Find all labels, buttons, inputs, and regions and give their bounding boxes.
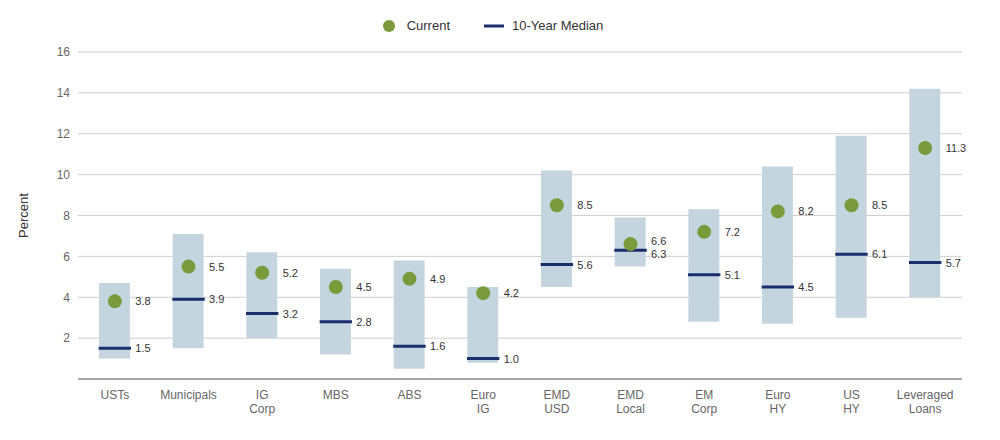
svg-text:10: 10 <box>57 168 71 182</box>
svg-text:IGCorp: IGCorp <box>249 388 275 416</box>
html-text:Current: Current <box>406 18 450 33</box>
svg-text:USTs: USTs <box>100 388 129 402</box>
svg-text:LeveragedLoans: LeveragedLoans <box>897 388 954 416</box>
svg-text:4: 4 <box>63 291 70 305</box>
svg-text:4.5: 4.5 <box>356 281 371 293</box>
svg-text:4.5: 4.5 <box>798 281 813 293</box>
svg-text:5.7: 5.7 <box>946 257 961 269</box>
svg-text:1.0: 1.0 <box>504 353 519 365</box>
svg-text:2.8: 2.8 <box>356 316 371 328</box>
svg-text:4.9: 4.9 <box>430 273 445 285</box>
svg-text:16: 16 <box>57 45 71 59</box>
svg-text:3.2: 3.2 <box>283 308 298 320</box>
svg-text:5.2: 5.2 <box>283 267 298 279</box>
svg-text:4.2: 4.2 <box>504 287 519 299</box>
svg-text:Percent: Percent <box>16 193 31 238</box>
svg-text:5.6: 5.6 <box>577 259 592 271</box>
svg-text:6: 6 <box>63 250 70 264</box>
svg-text:5.5: 5.5 <box>209 261 224 273</box>
svg-text:EMDUSD: EMDUSD <box>543 388 570 416</box>
svg-text:6.3: 6.3 <box>651 248 666 260</box>
svg-text:3.9: 3.9 <box>209 293 224 305</box>
html-text:10-Year Median: 10-Year Median <box>512 18 604 33</box>
svg-text:8: 8 <box>63 209 70 223</box>
svg-text:1.6: 1.6 <box>430 340 445 352</box>
svg-text:12: 12 <box>57 127 71 141</box>
svg-text:USHY: USHY <box>843 388 860 416</box>
svg-text:EuroIG: EuroIG <box>470 388 496 416</box>
svg-text:6.6: 6.6 <box>651 235 666 247</box>
svg-text:1.5: 1.5 <box>135 342 150 354</box>
svg-text:MBS: MBS <box>323 388 349 402</box>
svg-text:8.2: 8.2 <box>798 205 813 217</box>
svg-text:11.3: 11.3 <box>946 142 967 154</box>
svg-text:EMCorp: EMCorp <box>691 388 717 416</box>
svg-text:5.1: 5.1 <box>725 269 740 281</box>
svg-text:8.5: 8.5 <box>872 199 887 211</box>
svg-text:Municipals: Municipals <box>160 388 217 402</box>
svg-text:3.8: 3.8 <box>135 295 150 307</box>
svg-text:6.1: 6.1 <box>872 248 887 260</box>
svg-text:7.2: 7.2 <box>725 226 740 238</box>
svg-text:EuroHY: EuroHY <box>765 388 791 416</box>
svg-text:EMDLocal: EMDLocal <box>616 388 645 416</box>
svg-text:2: 2 <box>63 331 70 345</box>
svg-text:8.5: 8.5 <box>577 199 592 211</box>
svg-text:14: 14 <box>57 86 71 100</box>
svg-text:ABS: ABS <box>397 388 421 402</box>
